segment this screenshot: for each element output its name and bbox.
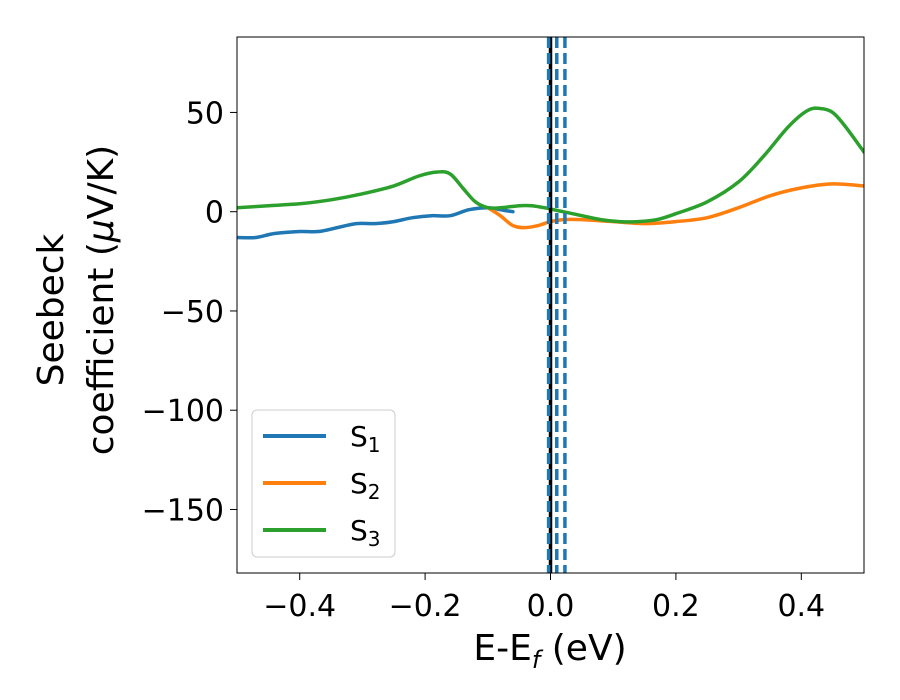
legend-entry-s1: S1 xyxy=(263,420,381,457)
series-line-s1 xyxy=(237,205,515,240)
legend-entry-s3: S3 xyxy=(263,514,381,551)
legend-label-s1-sub: 1 xyxy=(368,433,381,457)
legend-label-s2: S2 xyxy=(350,467,381,504)
y-tick-label: −150 xyxy=(142,493,224,528)
legend-label-s2-main: S xyxy=(350,467,368,500)
legend-label-s2-sub: 2 xyxy=(368,480,381,504)
legend-entry-s2: S2 xyxy=(263,467,381,504)
legend-label-s3: S3 xyxy=(350,514,381,551)
y-axis-label-prefix: coefficient ( xyxy=(81,242,122,455)
legend-label-s3-sub: 3 xyxy=(368,527,381,551)
y-axis-label-suffix: V/K) xyxy=(81,145,122,219)
y-axis-label-line2: coefficient (μV/K) xyxy=(81,145,122,455)
legend-label-s1-main: S xyxy=(350,420,368,453)
axis-ticks: −0.4 −0.2 0.0 0.2 0.4 50 0 −50 −100 −150 xyxy=(142,96,826,624)
series-line-s2 xyxy=(486,182,864,230)
y-tick-label: 0 xyxy=(205,196,224,231)
y-tick-label: 50 xyxy=(186,96,224,131)
y-axis-label-mu: μ xyxy=(81,219,122,243)
legend-label-s3-main: S xyxy=(350,514,368,547)
legend: S1 S2 S3 xyxy=(251,409,396,558)
legend-label-s1: S1 xyxy=(350,420,381,457)
x-tick-label: −0.4 xyxy=(263,589,336,624)
x-tick-label: 0.0 xyxy=(527,589,575,624)
x-axis-label-unit: (eV) xyxy=(540,628,626,669)
y-axis-label-line1: Seebeck xyxy=(31,233,72,386)
y-tick-label: −100 xyxy=(142,394,224,429)
y-tick-label: −50 xyxy=(161,295,224,330)
series-line-s3 xyxy=(237,106,864,224)
plot-lines xyxy=(237,37,864,573)
x-axis-label-main: E-E xyxy=(473,628,531,669)
x-axis-label: E-Ef (eV) xyxy=(473,628,626,674)
x-tick-label: 0.4 xyxy=(777,589,825,624)
x-tick-label: −0.2 xyxy=(389,589,462,624)
x-tick-label: 0.2 xyxy=(652,589,700,624)
